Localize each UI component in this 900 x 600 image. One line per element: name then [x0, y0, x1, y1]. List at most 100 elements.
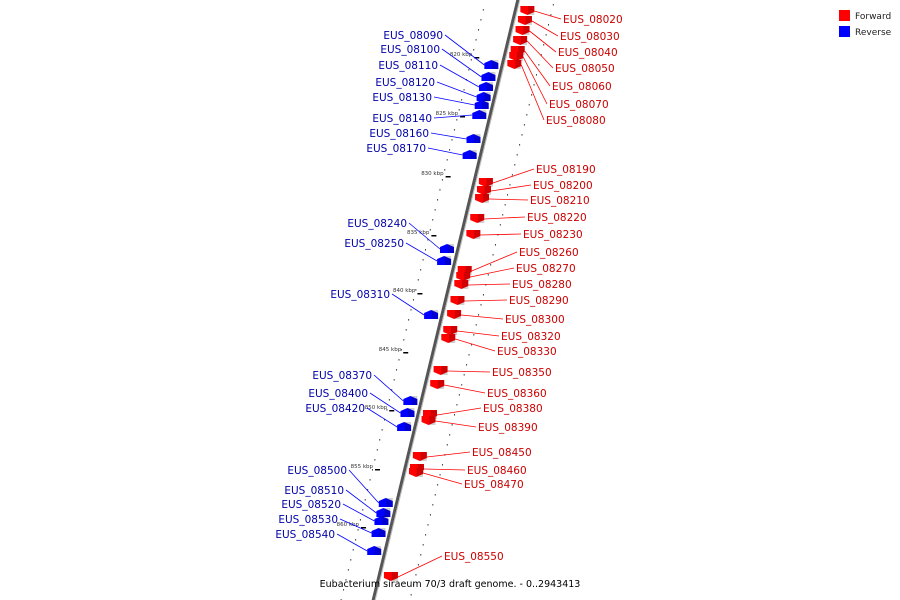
tick-mark: [403, 352, 409, 354]
forward-gene-eus_08190: [478, 178, 493, 187]
gene-label-eus_08270: EUS_08270: [516, 263, 576, 275]
legend: Forward Reverse: [839, 10, 892, 38]
gene-labels: EUS_08020 EUS_08030 EUS_08040 EUS_08050 EUS_…: [275, 14, 622, 563]
gene-label-eus_08350: EUS_08350: [492, 367, 552, 379]
reverse-gene-eus_08140: [472, 110, 487, 119]
gene-label-eus_08130: EUS_08130: [372, 92, 432, 104]
gene-label-eus_08170: EUS_08170: [366, 143, 426, 155]
leader-line: [441, 48, 482, 78]
gene-label-eus_08400: EUS_08400: [308, 388, 368, 400]
leader-line: [489, 198, 529, 201]
forward-gene-eus_08350: [433, 366, 448, 375]
gene-label-eus_08420: EUS_08420: [305, 403, 365, 415]
reverse-gene-eus_08400: [400, 408, 415, 417]
leader-line: [520, 64, 545, 121]
leader-line: [470, 267, 515, 278]
leader-line: [423, 468, 466, 471]
gene-label-eus_08110: EUS_08110: [378, 60, 438, 72]
leader-line: [522, 56, 548, 105]
leader-line: [526, 40, 554, 69]
tick-label: 835 kbp: [407, 230, 430, 236]
gene-label-eus_08230: EUS_08230: [523, 229, 583, 241]
kbp-ticks: 820 kbp 825 kbp 830 kbp 835 kbp 840 kbp 845 k…: [337, 52, 480, 529]
legend-forward-label: Forward: [855, 12, 891, 22]
tick-mark: [375, 469, 381, 471]
leader-line: [444, 34, 485, 66]
leader-line: [531, 20, 559, 37]
leader-line: [405, 242, 438, 262]
forward-gene-eus_08210: [475, 194, 490, 203]
gene-label-eus_08460: EUS_08460: [467, 465, 527, 477]
tick-label: 855 kbp: [351, 464, 374, 470]
gene-label-eus_08500: EUS_08500: [287, 465, 347, 477]
label-leaders: [336, 10, 562, 578]
gene-label-eus_08210: EUS_08210: [530, 195, 590, 207]
forward-gene-eus_08270: [456, 272, 471, 281]
reverse-gene-eus_08160: [466, 134, 481, 143]
leader-line: [464, 299, 508, 302]
leader-line: [369, 392, 401, 414]
reverse-gene-eus_08500: [378, 498, 393, 507]
leader-line: [524, 50, 551, 87]
reverse-gene-eus_08090: [484, 60, 499, 69]
forward-gene-eus_08040: [515, 26, 530, 35]
leader-line: [480, 233, 522, 236]
tick-label: 825 kbp: [436, 111, 459, 117]
tick-label: 860 kbp: [337, 522, 360, 528]
gene-label-eus_08330: EUS_08330: [497, 346, 557, 358]
forward-gene-eus_08080: [507, 60, 522, 69]
leader-line: [342, 503, 375, 522]
reverse-gene-eus_08420: [397, 422, 412, 431]
leader-line: [397, 555, 443, 578]
reverse-gene-eus_08310: [424, 310, 439, 319]
leader-line: [430, 132, 467, 140]
leader-line: [373, 374, 404, 402]
gene-label-eus_08250: EUS_08250: [344, 238, 404, 250]
tick-mark: [417, 293, 423, 295]
leader-line: [427, 147, 463, 156]
gene-label-eus_08450: EUS_08450: [472, 447, 532, 459]
backbone: [371, 0, 521, 600]
tick-label: 840 kbp: [393, 288, 416, 294]
leader-line: [455, 338, 496, 352]
tick-mark: [431, 235, 437, 237]
leader-line: [439, 64, 480, 88]
gene-label-eus_08390: EUS_08390: [478, 422, 538, 434]
forward-gene-eus_08030: [517, 16, 532, 25]
gene-label-eus_08300: EUS_08300: [505, 314, 565, 326]
leader-line: [436, 407, 482, 416]
leader-line: [490, 184, 532, 192]
reverse-gene-eus_08530: [371, 528, 386, 537]
forward-gene-eus_08320: [443, 326, 458, 335]
reverse-gene-eus_08100: [481, 72, 496, 81]
tick-mark: [445, 176, 451, 178]
leader-line: [444, 384, 486, 394]
gene-label-eus_08080: EUS_08080: [546, 115, 606, 127]
forward-gene-eus_08020: [520, 6, 535, 15]
gene-label-eus_08100: EUS_08100: [380, 44, 440, 56]
leader-line: [391, 293, 425, 316]
leader-line: [447, 370, 491, 373]
tick-mark: [389, 410, 395, 412]
forward-gene-eus_08200: [476, 186, 491, 195]
reverse-gene-eus_08540: [367, 546, 382, 555]
legend-forward-swatch: [839, 10, 850, 21]
gene-label-eus_08060: EUS_08060: [552, 81, 612, 93]
reverse-gene-eus_08250: [437, 256, 452, 265]
leader-line: [492, 168, 535, 184]
forward-gene-eus_08300: [447, 310, 462, 319]
gene-label-eus_08530: EUS_08530: [278, 514, 338, 526]
leader-line: [426, 451, 471, 458]
forward-gene-eus_08450: [412, 452, 427, 461]
tick-label: 830 kbp: [421, 171, 444, 177]
reverse-gene-eus_08510: [376, 508, 391, 517]
reverse-gene-eus_08120: [476, 92, 491, 101]
forward-gene-eus_08280: [454, 280, 469, 289]
reverse-gene-eus_08520: [374, 516, 389, 525]
gene-label-eus_08030: EUS_08030: [560, 31, 620, 43]
forward-gene-eus_08360: [430, 380, 445, 389]
gene-label-eus_08260: EUS_08260: [519, 247, 579, 259]
reverse-gene-eus_08240: [439, 244, 454, 253]
tick-label: 820 kbp: [450, 52, 473, 58]
